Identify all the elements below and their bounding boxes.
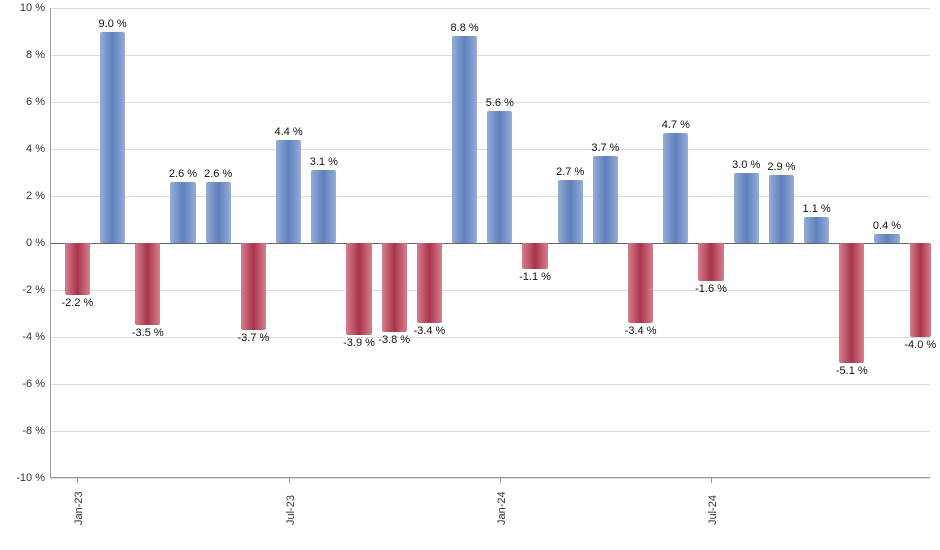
x-tick bbox=[500, 477, 501, 483]
bar-negative bbox=[698, 243, 723, 281]
bar-value-label: 2.6 % bbox=[204, 168, 232, 180]
bar-value-label: -3.4 % bbox=[625, 325, 657, 337]
bar-value-label: -2.2 % bbox=[61, 297, 93, 309]
x-tick bbox=[77, 477, 78, 483]
bar-positive bbox=[206, 182, 231, 243]
bar-value-label: -3.8 % bbox=[378, 334, 410, 346]
bar-value-label: 1.1 % bbox=[803, 203, 831, 215]
bar-value-label: -3.7 % bbox=[237, 332, 269, 344]
bar-negative bbox=[522, 243, 547, 269]
bar-positive bbox=[734, 173, 759, 244]
bar-positive bbox=[311, 170, 336, 243]
bar-value-label: -5.1 % bbox=[836, 365, 868, 377]
x-tick-label: Jan-23 bbox=[73, 491, 85, 525]
x-tick-label: Jul-24 bbox=[707, 495, 719, 525]
bar-positive bbox=[769, 175, 794, 243]
y-gridline bbox=[51, 243, 930, 244]
bar-value-label: -1.1 % bbox=[519, 271, 551, 283]
bar-value-label: -3.4 % bbox=[413, 325, 445, 337]
y-tick-label: 10 % bbox=[20, 2, 51, 14]
bar-positive bbox=[170, 182, 195, 243]
bar-positive bbox=[804, 217, 829, 243]
bar-positive bbox=[276, 140, 301, 243]
x-tick-label: Jan-24 bbox=[496, 491, 508, 525]
bar-positive bbox=[100, 32, 125, 244]
y-tick-label: -6 % bbox=[22, 378, 51, 390]
bar-positive bbox=[593, 156, 618, 243]
bar-value-label: -3.5 % bbox=[132, 327, 164, 339]
y-tick-label: -10 % bbox=[16, 472, 51, 484]
y-gridline bbox=[51, 478, 930, 479]
bar-positive bbox=[874, 234, 899, 243]
bar-value-label: 5.6 % bbox=[486, 97, 514, 109]
bar-negative bbox=[910, 243, 931, 337]
bar-value-label: 2.7 % bbox=[556, 166, 584, 178]
y-tick-label: -8 % bbox=[22, 425, 51, 437]
monthly-return-bar-chart: -10 % -8 % -6 % -4 % -2 % 0 % 2 % 4 % 6 % 8 % 10 %… bbox=[0, 0, 940, 550]
bar-value-label: 8.8 % bbox=[451, 22, 479, 34]
bar-value-label: -3.9 % bbox=[343, 337, 375, 349]
bar-value-label: 9.0 % bbox=[99, 18, 127, 30]
x-tick bbox=[711, 477, 712, 483]
bar-value-label: 4.7 % bbox=[662, 119, 690, 131]
bar-negative bbox=[628, 243, 653, 323]
y-tick-label: -2 % bbox=[22, 284, 51, 296]
bar-negative bbox=[241, 243, 266, 330]
y-gridline bbox=[51, 290, 930, 291]
bar-negative bbox=[839, 243, 864, 363]
y-tick-label: 8 % bbox=[26, 49, 51, 61]
bar-value-label: -4.0 % bbox=[904, 339, 936, 351]
bar-negative bbox=[346, 243, 371, 335]
bar-value-label: 3.0 % bbox=[732, 159, 760, 171]
bar-value-label: 3.1 % bbox=[310, 156, 338, 168]
bar-positive bbox=[558, 180, 583, 243]
y-gridline bbox=[51, 337, 930, 338]
y-gridline bbox=[51, 8, 930, 9]
plot-area: -10 %-8 %-6 %-4 %-2 %0 %2 %4 %6 %8 %10 %… bbox=[50, 8, 930, 478]
bar-value-label: 2.9 % bbox=[767, 161, 795, 173]
bar-negative bbox=[417, 243, 442, 323]
bar-positive bbox=[487, 111, 512, 243]
y-gridline bbox=[51, 55, 930, 56]
bar-positive bbox=[663, 133, 688, 243]
bar-value-label: 2.6 % bbox=[169, 168, 197, 180]
bar-value-label: 4.4 % bbox=[275, 126, 303, 138]
y-gridline bbox=[51, 431, 930, 432]
y-tick-label: -4 % bbox=[22, 331, 51, 343]
x-tick-label: Jul-23 bbox=[285, 495, 297, 525]
y-tick-label: 6 % bbox=[26, 96, 51, 108]
bar-negative bbox=[65, 243, 90, 295]
bar-positive bbox=[452, 36, 477, 243]
y-tick-label: 4 % bbox=[26, 143, 51, 155]
bar-negative bbox=[382, 243, 407, 332]
bar-negative bbox=[135, 243, 160, 325]
y-tick-label: 2 % bbox=[26, 190, 51, 202]
x-tick bbox=[289, 477, 290, 483]
y-tick-label: 0 % bbox=[26, 237, 51, 249]
y-gridline bbox=[51, 384, 930, 385]
bar-value-label: 0.4 % bbox=[873, 220, 901, 232]
bar-value-label: 3.7 % bbox=[591, 142, 619, 154]
bar-value-label: -1.6 % bbox=[695, 283, 727, 295]
